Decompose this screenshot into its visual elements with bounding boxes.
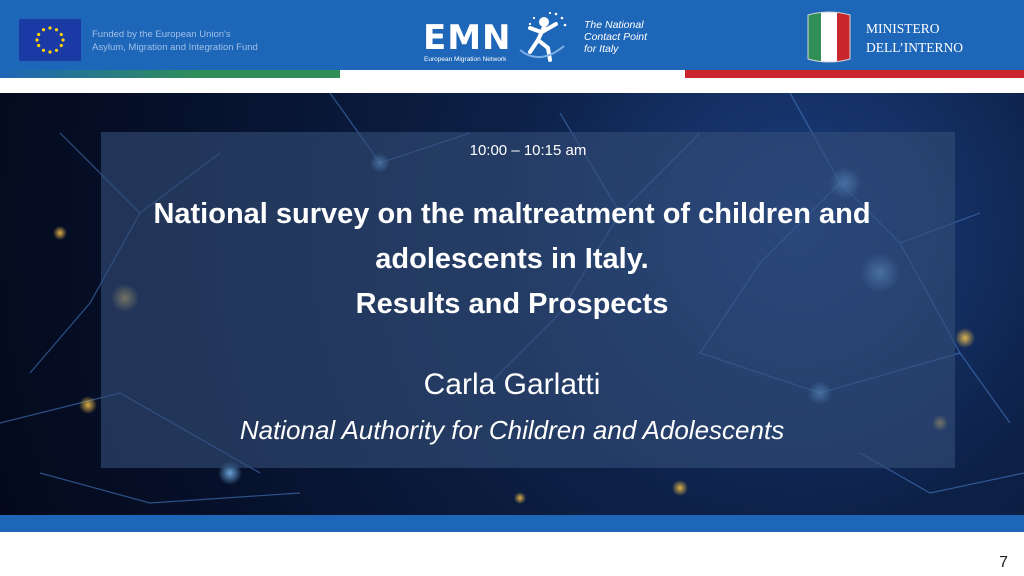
title-line-3: Results and Prospects xyxy=(355,288,669,320)
ncp-caption: The National Contact Point for Italy xyxy=(584,19,647,55)
divider-green xyxy=(0,70,340,78)
page-number: 7 xyxy=(999,554,1008,571)
presentation-title: National survey on the maltreatment of c… xyxy=(0,192,1024,327)
divider-red xyxy=(685,70,1024,78)
ministry-line-2: DELL’INTERNO xyxy=(866,40,963,55)
session-time: 10:00 – 10:15 am xyxy=(469,142,587,159)
italy-emblem-icon xyxy=(806,9,852,65)
eu-flag-icon xyxy=(19,19,81,61)
speaker-name: Carla Garlatti xyxy=(423,368,601,401)
emn-logo: EMN European Migration Network xyxy=(423,18,553,66)
title-line-2: adolescents in Italy. xyxy=(375,243,649,275)
tricolor-divider xyxy=(0,70,1024,78)
footer-bar xyxy=(0,515,1024,532)
title-panel xyxy=(101,132,955,468)
ncp-line-1: The National xyxy=(584,19,644,31)
speaker-affiliation: National Authority for Children and Adol… xyxy=(239,415,785,445)
emn-wordmark: EMN xyxy=(423,18,512,58)
ncp-line-2: Contact Point xyxy=(584,31,648,43)
title-line-1: National survey on the maltreatment of c… xyxy=(153,198,871,230)
header-bar: Funded by the European Union's Asylum, M… xyxy=(0,0,1024,70)
fund-line-1: Funded by the European Union's xyxy=(92,29,231,40)
emn-figure-icon xyxy=(512,10,570,62)
ministry-caption: MINISTERO DELL’INTERNO xyxy=(866,19,963,57)
ministry-line-1: MINISTERO xyxy=(866,21,940,36)
fund-caption: Funded by the European Union's Asylum, M… xyxy=(92,28,258,54)
fund-line-2: Asylum, Migration and Integration Fund xyxy=(92,42,258,53)
ncp-line-3: for Italy xyxy=(584,43,619,55)
divider-white xyxy=(340,70,685,78)
emn-subtitle: European Migration Network xyxy=(424,56,507,63)
